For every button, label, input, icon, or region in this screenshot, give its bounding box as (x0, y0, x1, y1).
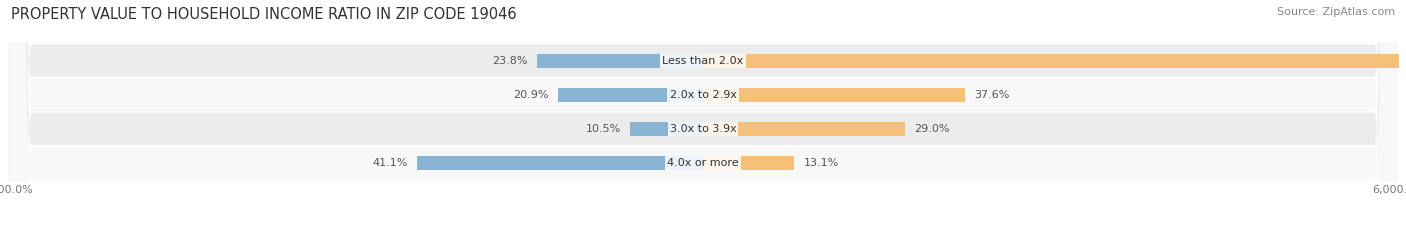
Text: 4.0x or more: 4.0x or more (668, 158, 738, 168)
FancyBboxPatch shape (8, 0, 1398, 233)
Bar (537, 54, 703, 68)
FancyBboxPatch shape (8, 0, 1398, 233)
Text: PROPERTY VALUE TO HOUSEHOLD INCOME RATIO IN ZIP CODE 19046: PROPERTY VALUE TO HOUSEHOLD INCOME RATIO… (11, 7, 517, 22)
Bar (630, 122, 703, 136)
Bar (703, 88, 965, 102)
Text: 13.1%: 13.1% (803, 158, 839, 168)
Text: Source: ZipAtlas.com: Source: ZipAtlas.com (1277, 7, 1395, 17)
Legend: Without Mortgage, With Mortgage: Without Mortgage, With Mortgage (586, 230, 820, 233)
Text: 10.5%: 10.5% (585, 124, 620, 134)
Text: 29.0%: 29.0% (914, 124, 949, 134)
Text: 2.0x to 2.9x: 2.0x to 2.9x (669, 90, 737, 100)
Text: Less than 2.0x: Less than 2.0x (662, 56, 744, 66)
Text: 41.1%: 41.1% (373, 158, 408, 168)
Text: 37.6%: 37.6% (974, 90, 1010, 100)
FancyBboxPatch shape (8, 0, 1398, 233)
Bar (418, 156, 703, 170)
Bar (558, 88, 703, 102)
FancyBboxPatch shape (8, 0, 1398, 233)
Text: 20.9%: 20.9% (513, 90, 548, 100)
Bar (703, 122, 905, 136)
Bar (703, 156, 794, 170)
Bar (703, 54, 1406, 68)
Text: 23.8%: 23.8% (492, 56, 529, 66)
Text: 3.0x to 3.9x: 3.0x to 3.9x (669, 124, 737, 134)
